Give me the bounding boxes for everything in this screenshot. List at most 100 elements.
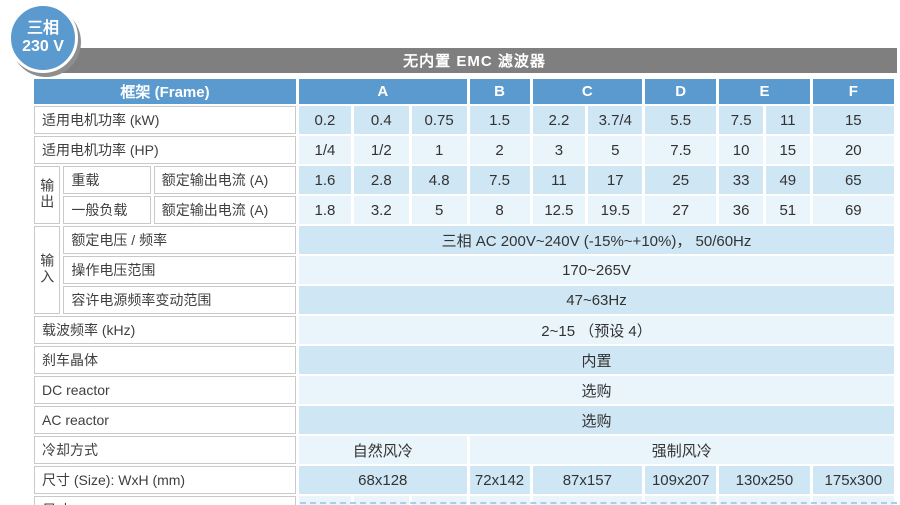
section-title-bar: 无内置 EMC 滤波器 [52, 48, 897, 73]
row-sublabel: 额定输出电流 (A) [153, 196, 297, 224]
data-cell: 5.5 [645, 106, 717, 134]
spec-table: 框架 (Frame) A B C D E F 适用电机功率 (kW) 0.2 0… [31, 77, 897, 505]
row-sublabel: 额定输出电流 (A) [153, 166, 297, 194]
data-cell: 19.5 [588, 196, 643, 224]
frame-f-header: F [812, 79, 894, 104]
row-normal-load-current: 一般负载 额定输出电流 (A) 1.8 3.2 5 8 12.5 19.5 27… [34, 196, 894, 224]
data-cell: 15 [765, 136, 810, 164]
data-cell: 1/2 [353, 136, 409, 164]
row-label: DC reactor [34, 376, 297, 404]
cooling-natural-cell: 自然风冷 [299, 436, 467, 464]
data-cell: 2.8 [353, 166, 409, 194]
data-cell: 12.5 [532, 196, 586, 224]
data-cell: 7.5 [469, 166, 530, 194]
row-frequency-tolerance: 容许电源频率变动范围 47~63Hz [34, 286, 894, 314]
merged-value-cell: 2~15 （预设 4） [299, 316, 894, 344]
row-dc-reactor: DC reactor 选购 [34, 376, 894, 404]
row-heavy-load-current: 输出 重载 额定输出电流 (A) 1.6 2.8 4.8 7.5 11 17 2… [34, 166, 894, 224]
frame-a-header: A [299, 79, 467, 104]
data-cell: 36 [719, 196, 763, 224]
data-cell: 1.5 [469, 106, 530, 134]
merged-value-cell: 选购 [299, 376, 894, 404]
data-cell: 5 [411, 196, 467, 224]
row-label: 一般负载 [63, 196, 151, 224]
row-label: AC reactor [34, 406, 297, 434]
row-label: 容许电源频率变动范围 [63, 286, 297, 314]
data-cell: 72x142 [469, 466, 530, 494]
data-cell: 109x207 [645, 466, 717, 494]
data-cell: 27 [645, 196, 717, 224]
data-cell: 33 [719, 166, 763, 194]
data-cell: 49 [765, 166, 810, 194]
data-cell: 4.8 [411, 166, 467, 194]
frame-header-cell: 框架 (Frame) [34, 79, 297, 104]
data-cell: 10 [719, 136, 763, 164]
merged-value-cell: 170~265V [299, 256, 894, 284]
data-cell: 5 [588, 136, 643, 164]
merged-value-cell: 内置 [299, 346, 894, 374]
data-cell: 2 [469, 136, 530, 164]
data-cell: 25 [645, 166, 717, 194]
row-label: 适用电机功率 (HP) [34, 136, 297, 164]
data-cell: 15 [812, 106, 894, 134]
frame-e-header: E [719, 79, 810, 104]
merged-value-cell: 三相 AC 200V~240V (-15%~+10%)， 50/60Hz [299, 226, 894, 254]
input-group-label: 输入 [34, 226, 61, 314]
data-cell: 3.7/4 [588, 106, 643, 134]
data-cell: 68x128 [299, 466, 467, 494]
data-cell: 7.5 [719, 106, 763, 134]
data-cell: 87x157 [532, 466, 643, 494]
frame-c-header: C [532, 79, 643, 104]
row-carrier-frequency: 载波频率 (kHz) 2~15 （预设 4） [34, 316, 894, 344]
row-motor-power-kw: 适用电机功率 (kW) 0.2 0.4 0.75 1.5 2.2 3.7/4 5… [34, 106, 894, 134]
row-brake-transistor: 刹车晶体 内置 [34, 346, 894, 374]
data-cell: 7.5 [645, 136, 717, 164]
row-rated-voltage-frequency: 输入 额定电压 / 频率 三相 AC 200V~240V (-15%~+10%)… [34, 226, 894, 314]
row-cooling-method: 冷却方式 自然风冷 强制风冷 [34, 436, 894, 464]
data-cell: 11 [765, 106, 810, 134]
row-size-wxh: 尺寸 (Size): WxH (mm) 68x128 72x142 87x157… [34, 466, 894, 494]
output-group-text: 输出 [39, 177, 56, 210]
row-label: 适用电机功率 (kW) [34, 106, 297, 134]
frame-d-header: D [645, 79, 717, 104]
data-cell: 65 [812, 166, 894, 194]
data-cell: 1.8 [299, 196, 351, 224]
data-cell: 0.75 [411, 106, 467, 134]
data-cell: 3.2 [353, 196, 409, 224]
row-operating-voltage-range: 操作电压范围 170~265V [34, 256, 894, 284]
data-cell: 1/4 [299, 136, 351, 164]
data-cell: 0.2 [299, 106, 351, 134]
badge-voltage-text: 230 V [22, 38, 64, 55]
data-cell: 20 [812, 136, 894, 164]
data-cell: 11 [532, 166, 586, 194]
row-label: 载波频率 (kHz) [34, 316, 297, 344]
data-cell: 0.4 [353, 106, 409, 134]
row-label: 额定电压 / 频率 [63, 226, 297, 254]
phase-voltage-badge: 三相 230 V [8, 3, 78, 73]
data-cell: 8 [469, 196, 530, 224]
data-cell: 51 [765, 196, 810, 224]
section-title: 无内置 EMC 滤波器 [403, 53, 546, 70]
frame-b-header: B [469, 79, 530, 104]
cooling-forced-cell: 强制风冷 [469, 436, 894, 464]
bottom-divider [300, 502, 897, 504]
merged-value-cell: 选购 [299, 406, 894, 434]
row-label: 操作电压范围 [63, 256, 297, 284]
data-cell: 130x250 [719, 466, 810, 494]
data-cell: 2.2 [532, 106, 586, 134]
row-label: 重载 [63, 166, 151, 194]
row-label: 尺寸 (Size): D (mm) [34, 496, 297, 505]
row-motor-power-hp: 适用电机功率 (HP) 1/4 1/2 1 2 3 5 7.5 10 15 20 [34, 136, 894, 164]
data-cell: 175x300 [812, 466, 894, 494]
output-group-label: 输出 [34, 166, 61, 224]
data-cell: 1 [411, 136, 467, 164]
row-label: 冷却方式 [34, 436, 297, 464]
data-cell: 3 [532, 136, 586, 164]
input-group-text: 输入 [39, 252, 56, 285]
data-cell: 17 [588, 166, 643, 194]
data-cell: 69 [812, 196, 894, 224]
row-ac-reactor: AC reactor 选购 [34, 406, 894, 434]
row-label: 刹车晶体 [34, 346, 297, 374]
header-row: 框架 (Frame) A B C D E F [34, 79, 894, 104]
